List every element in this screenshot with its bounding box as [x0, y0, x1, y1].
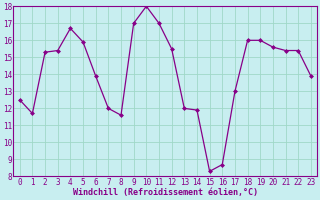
X-axis label: Windchill (Refroidissement éolien,°C): Windchill (Refroidissement éolien,°C): [73, 188, 258, 197]
